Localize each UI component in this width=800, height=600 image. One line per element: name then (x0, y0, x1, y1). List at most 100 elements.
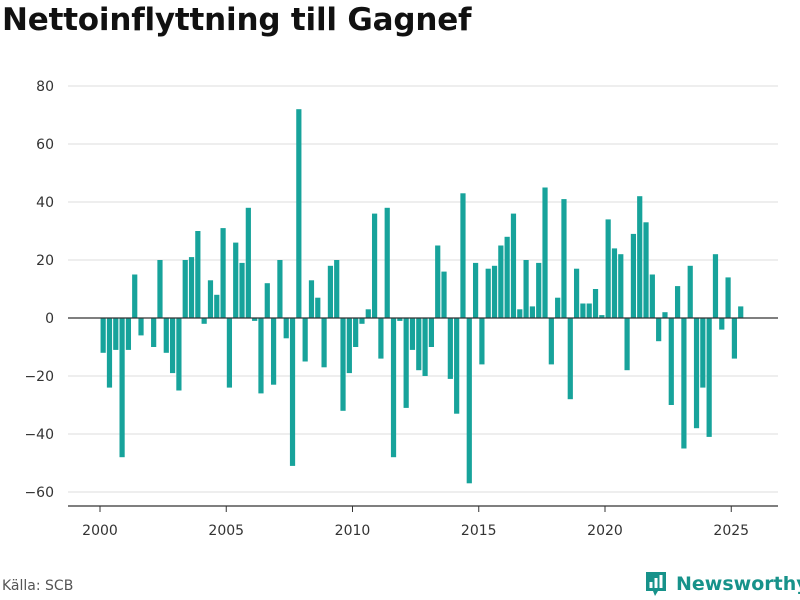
bar (460, 193, 466, 318)
bar (536, 262, 542, 318)
bar (700, 318, 706, 388)
bar (693, 318, 700, 429)
bar (151, 318, 157, 347)
y-tick-label: 0 (45, 311, 54, 327)
chart-title: Nettoinflyttning till Gagnef (2, 2, 472, 38)
bar (618, 254, 624, 318)
bar (662, 312, 668, 318)
bar (163, 318, 169, 353)
bar (529, 306, 536, 318)
bar (687, 265, 693, 318)
x-tick-label: 2020 (587, 523, 623, 539)
bar (353, 318, 359, 347)
bar (738, 306, 744, 318)
bar (416, 318, 422, 371)
source-note: Källa: SCB (2, 578, 74, 594)
bar (340, 318, 346, 411)
bar (371, 213, 378, 318)
bar (277, 260, 283, 318)
bar (599, 315, 605, 318)
bar (637, 196, 643, 318)
grid-lines (68, 85, 778, 493)
bar (542, 187, 548, 318)
bar (334, 260, 340, 318)
bar (428, 318, 435, 347)
bar (188, 257, 195, 318)
bar (668, 318, 674, 405)
bar (359, 318, 365, 324)
bar (706, 318, 712, 437)
bar (195, 231, 201, 318)
x-tick-label: 2005 (208, 523, 244, 539)
x-tick-label: 2025 (713, 523, 749, 539)
bar (327, 265, 334, 318)
y-tick-label: 60 (36, 137, 54, 153)
bar (378, 318, 384, 359)
bar (504, 236, 510, 318)
bar (447, 318, 453, 379)
bar (176, 318, 182, 391)
bar (201, 318, 207, 324)
bar (674, 286, 681, 318)
bar (422, 318, 428, 376)
y-tick-label: 80 (36, 79, 54, 95)
bar (523, 260, 529, 318)
bar (643, 222, 649, 318)
bar (510, 213, 517, 318)
bar-chart-logo-icon (646, 572, 666, 596)
y-tick-label: −60 (24, 485, 54, 501)
bar (119, 318, 125, 458)
bar (479, 318, 485, 365)
bar (561, 199, 567, 318)
bar (586, 303, 592, 318)
bar (592, 289, 599, 318)
bar (106, 318, 113, 388)
bar (454, 318, 460, 414)
bar (498, 245, 504, 318)
bar (100, 318, 106, 353)
bar (365, 309, 371, 318)
bar (226, 318, 233, 388)
bar (731, 318, 738, 359)
bar (315, 297, 321, 318)
bar (624, 318, 630, 371)
bar (264, 283, 270, 318)
bars (100, 109, 744, 484)
brand-name: Newsworthy (676, 573, 800, 595)
y-tick-label: −20 (24, 369, 54, 385)
bar (630, 233, 637, 318)
bar (580, 303, 586, 318)
bar (555, 297, 561, 318)
bar (302, 318, 308, 362)
bar (239, 262, 245, 318)
bar (296, 109, 302, 318)
bar (182, 260, 188, 318)
bar (289, 318, 296, 466)
x-axis-ticks: 2000 2005 2010 2015 2020 2025 (82, 506, 749, 539)
bar (270, 318, 277, 385)
bar (681, 318, 687, 449)
bar (245, 207, 251, 318)
bar (605, 219, 611, 318)
bar (132, 274, 138, 318)
bar (712, 254, 719, 318)
bar (169, 318, 176, 374)
bar (113, 318, 119, 350)
x-tick-label: 2000 (82, 523, 118, 539)
bar (283, 318, 289, 339)
bar (435, 245, 441, 318)
y-tick-label: 20 (36, 253, 54, 269)
y-axis-tick-labels: 80 60 40 20 0 −20 −40 −60 (24, 79, 54, 501)
bar (138, 318, 144, 336)
bar (252, 318, 258, 321)
y-tick-label: 40 (36, 195, 54, 211)
bar (491, 265, 498, 318)
bar (390, 318, 397, 458)
bar (321, 318, 327, 368)
bar (233, 242, 239, 318)
brand-logo: Newsworthy (644, 570, 800, 598)
bar (308, 280, 315, 318)
bar (725, 277, 731, 318)
bar (573, 268, 580, 318)
